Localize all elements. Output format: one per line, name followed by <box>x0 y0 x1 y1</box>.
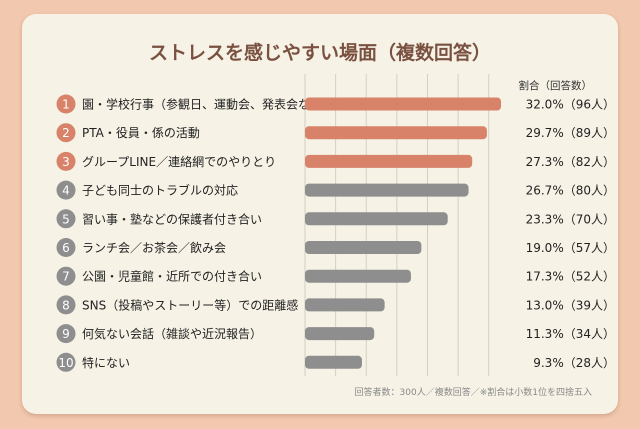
category-label: 園・学校行事（参観日、運動会、発表会など） <box>82 97 334 112</box>
rank-badge <box>56 324 76 344</box>
category-label: 公園・児童館・近所での付き合い <box>82 269 262 284</box>
category-label: 習い事・塾などの保護者付き合い <box>82 211 262 226</box>
rank-number: 1 <box>62 98 70 112</box>
rank-badge <box>56 209 76 229</box>
bar <box>305 327 375 341</box>
rank-number: 2 <box>62 126 70 140</box>
rank-badge <box>56 238 76 257</box>
chart-title: ストレスを感じやすい場面（複数回答） <box>148 42 491 64</box>
value-label: 26.7%（80人） <box>526 184 615 198</box>
category-label: 何気ない会話（雑談や近況報告） <box>82 326 262 341</box>
rank-number: 3 <box>62 155 70 169</box>
category-label: 特にない <box>82 355 130 370</box>
category-label: 子ども同士のトラブルの対応 <box>82 183 238 198</box>
rank-number: 6 <box>62 241 70 255</box>
value-label: 27.3%（82人） <box>526 155 615 169</box>
value-label: 23.3%（70人） <box>526 212 615 226</box>
value-label: 29.7%（89人） <box>526 126 615 140</box>
value-label: 17.3%（52人） <box>526 270 615 284</box>
rank-badge <box>56 180 76 200</box>
rank-number: 10 <box>58 356 73 370</box>
category-label: ランチ会／お茶会／飲み会 <box>82 240 226 255</box>
category-label: PTA・役員・係の活動 <box>82 125 200 140</box>
value-label: 19.0%（57人） <box>526 241 615 255</box>
bar <box>305 126 487 140</box>
rank-badge <box>56 266 76 286</box>
rank-badge <box>56 295 76 315</box>
bar <box>305 298 385 312</box>
value-column-header: 割合（回答数） <box>518 80 593 92</box>
rank-badge <box>56 352 76 372</box>
bar <box>305 269 411 283</box>
bar <box>305 212 448 226</box>
rank-number: 9 <box>62 327 70 341</box>
category-label: グループLINE／連絡網でのやりとり <box>82 154 276 169</box>
bar <box>305 97 501 111</box>
bar <box>305 183 469 197</box>
rank-number: 7 <box>62 270 70 284</box>
bar <box>305 241 422 254</box>
rank-badge <box>56 94 76 114</box>
rank-number: 5 <box>62 212 70 226</box>
rank-badge <box>56 151 76 171</box>
bar <box>305 355 362 369</box>
value-label: 32.0%（96人） <box>526 98 615 112</box>
rank-number: 8 <box>62 298 70 312</box>
rank-badge <box>56 123 76 143</box>
footnote: 回答者数：300人／複数回答／※割合は小数1位を四捨五入 <box>354 388 592 398</box>
bar <box>305 154 473 168</box>
value-label: 13.0%（39人） <box>526 298 615 312</box>
category-label: SNS（投稿やストーリー等）での距離感 <box>82 297 298 312</box>
rank-number: 4 <box>62 184 70 198</box>
value-label: 11.3%（34人） <box>526 327 615 341</box>
value-label: 9.3%（28人） <box>533 356 615 370</box>
